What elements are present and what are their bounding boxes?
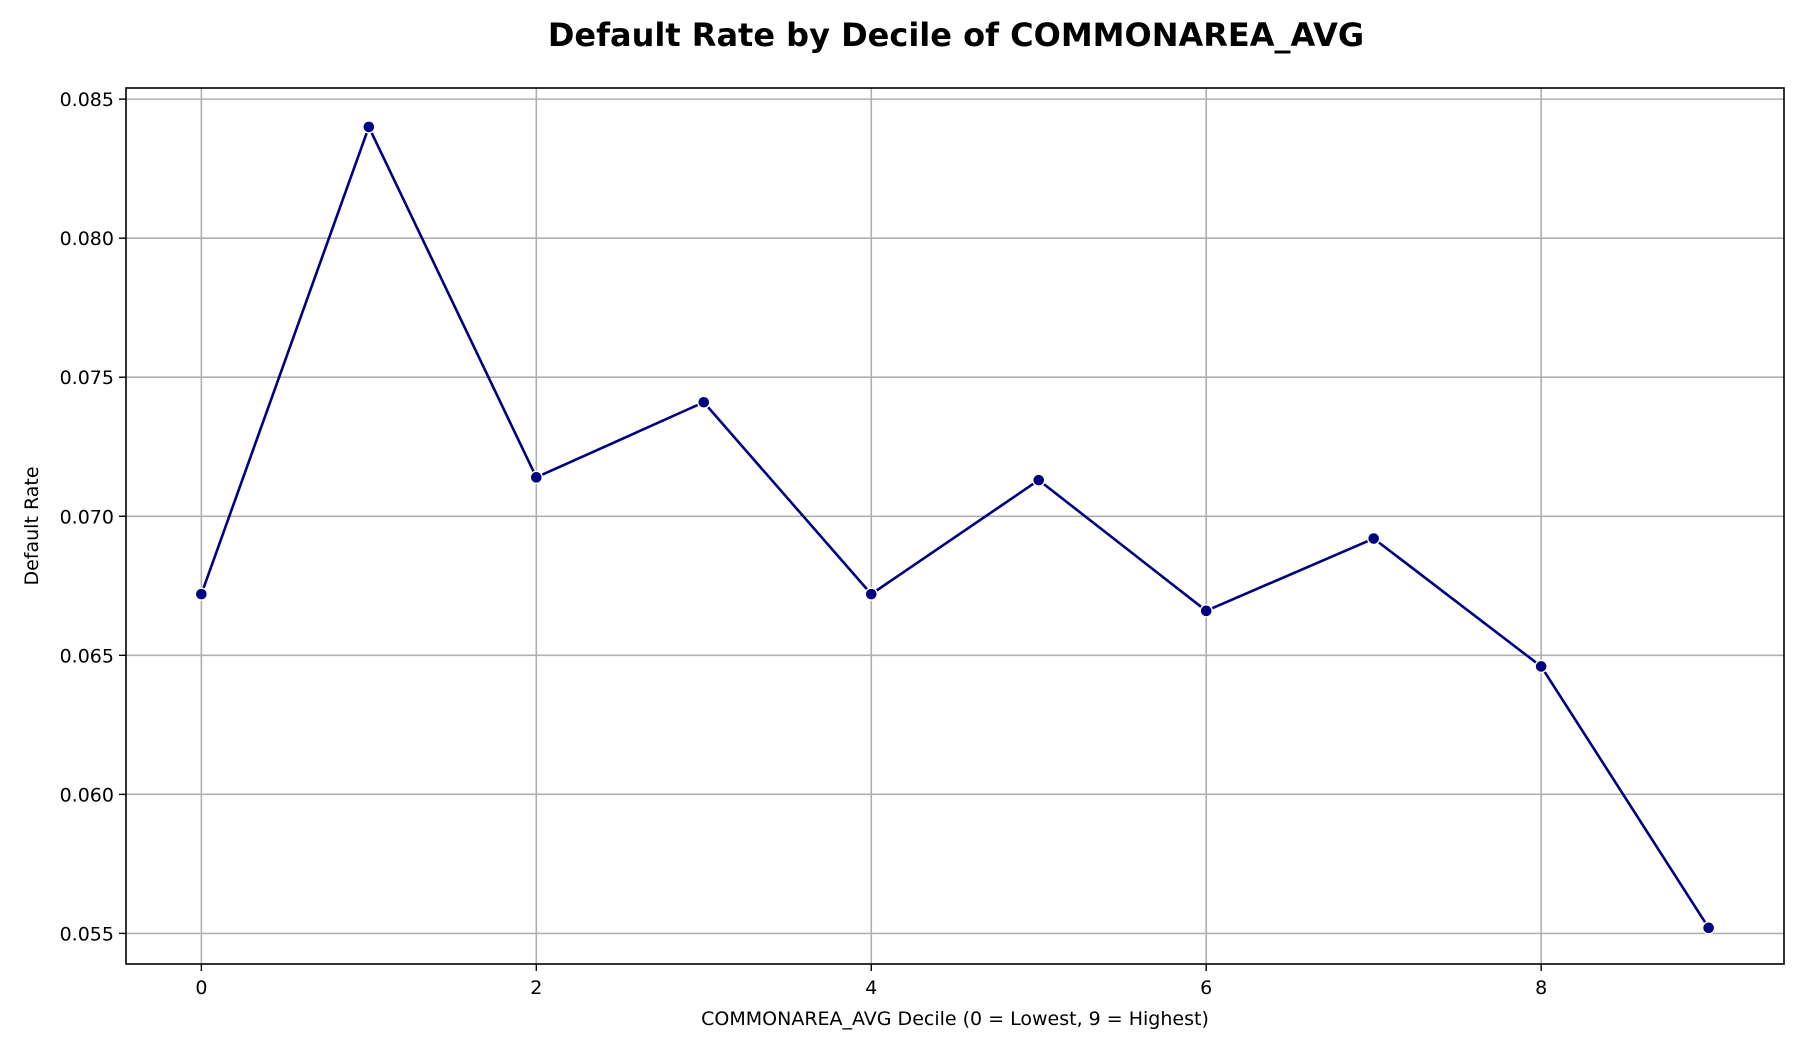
x-tick-label: 0 [195,977,207,999]
data-point [1032,473,1046,487]
y-axis-label: Default Rate [21,466,43,585]
plot-frame [125,87,1785,965]
series-line [200,125,1710,929]
data-point [1534,659,1548,674]
grid [126,88,1784,964]
data-point [697,395,711,409]
y-tick-label: 0.085 [60,89,114,111]
data-point [529,470,544,485]
y-tick-label: 0.075 [60,367,114,389]
chart-title: Default Rate by Decile of COMMONAREA_AVG [548,16,1364,54]
series-layer [194,120,1716,935]
y-tick-label: 0.060 [60,784,114,806]
y-tick-label: 0.065 [60,645,114,667]
y-tick-label: 0.070 [60,506,114,528]
data-point [194,587,209,601]
data-point [1366,531,1381,546]
y-tick-label: 0.080 [60,228,114,250]
x-tick-label: 4 [865,977,877,999]
x-tick-label: 2 [530,977,542,999]
axis-ticks: 0 2 4 6 8 0.055 0.060 0.065 0.070 0.075 0.080 0.085 [60,89,1548,999]
x-tick-label: 6 [1200,977,1212,999]
data-point [362,120,376,134]
data-point [1701,921,1716,935]
x-axis-label: COMMONAREA_AVG Decile (0 = Lowest, 9 = H… [701,1008,1209,1030]
x-tick-label: 8 [1535,977,1547,999]
data-point [864,587,878,601]
data-point [1199,604,1213,618]
y-tick-label: 0.055 [60,923,114,945]
